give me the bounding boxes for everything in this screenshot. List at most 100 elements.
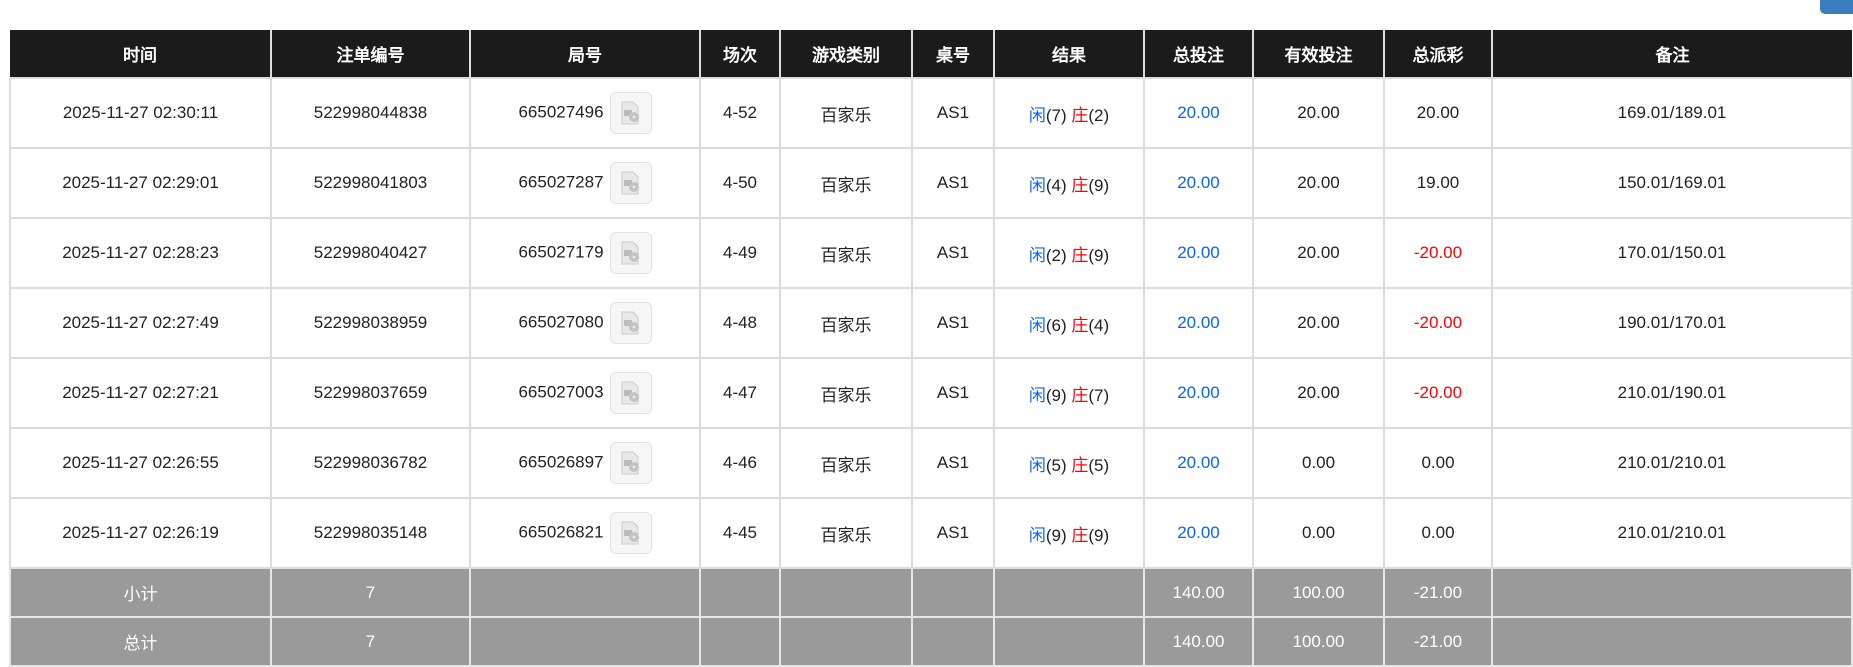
header-round[interactable]: 局号 <box>469 30 700 78</box>
empty-cell <box>699 616 781 667</box>
player-score: (4) <box>1045 175 1067 195</box>
total-row: 总计 7 140.00 100.00 -21.00 <box>9 616 1853 667</box>
total-bet-cell: 20.00 <box>1143 427 1254 499</box>
valid-bet-cell: 20.00 <box>1252 357 1385 429</box>
payout-cell: -20.00 <box>1383 217 1493 289</box>
table-row: 2025-11-27 02:27:49 522998038959 6650270… <box>9 287 1853 359</box>
valid-bet-cell: 20.00 <box>1252 287 1385 359</box>
result-cell: 闲(4) 庄(9) <box>993 147 1145 219</box>
header-time[interactable]: 时间 <box>10 30 271 78</box>
empty-cell <box>1491 616 1853 667</box>
top-right-button[interactable] <box>1820 0 1853 14</box>
game-type-cell: 百家乐 <box>779 217 913 289</box>
subtotal-valid-bet: 100.00 <box>1252 567 1385 618</box>
banker-score: (9) <box>1088 525 1110 545</box>
header-valid-bet[interactable]: 有效投注 <box>1252 30 1384 78</box>
round-number: 665027179 <box>518 242 604 262</box>
empty-cell <box>469 616 701 667</box>
round-cell: 665027179 <box>469 217 701 289</box>
round-number: 665027287 <box>518 172 604 192</box>
video-file-icon[interactable] <box>609 232 652 274</box>
valid-bet-cell: 0.00 <box>1252 427 1385 499</box>
note-cell: 210.01/190.01 <box>1491 357 1853 429</box>
table-row: 2025-11-27 02:30:11 522998044838 6650274… <box>9 77 1853 149</box>
header-note[interactable]: 备注 <box>1491 30 1852 78</box>
empty-cell <box>779 616 913 667</box>
header-payout[interactable]: 总派彩 <box>1383 30 1492 78</box>
round-cell: 665026821 <box>469 497 701 569</box>
bet-id-cell: 522998044838 <box>270 77 471 149</box>
shoe-cell: 4-45 <box>699 497 781 569</box>
header-total-bet[interactable]: 总投注 <box>1143 30 1253 78</box>
player-label: 闲 <box>1028 175 1046 195</box>
subtotal-label: 小计 <box>9 567 272 618</box>
table-no-cell: AS1 <box>911 497 995 569</box>
table-row: 2025-11-27 02:26:19 522998035148 6650268… <box>9 497 1853 569</box>
table-row: 2025-11-27 02:29:01 522998041803 6650272… <box>9 147 1853 219</box>
header-shoe[interactable]: 场次 <box>699 30 780 78</box>
total-bet-cell: 20.00 <box>1143 497 1254 569</box>
table-no-cell: AS1 <box>911 427 995 499</box>
round-number: 665027080 <box>518 312 604 332</box>
video-file-icon[interactable] <box>609 302 652 344</box>
banker-label: 庄 <box>1071 315 1089 335</box>
valid-bet-cell: 0.00 <box>1252 497 1385 569</box>
table-no-cell: AS1 <box>911 147 995 219</box>
video-file-icon[interactable] <box>609 372 652 414</box>
header-bet-id[interactable]: 注单编号 <box>270 30 470 78</box>
header-table-no[interactable]: 桌号 <box>911 30 994 78</box>
player-label: 闲 <box>1028 525 1046 545</box>
shoe-cell: 4-52 <box>699 77 781 149</box>
game-type-cell: 百家乐 <box>779 357 913 429</box>
result-cell: 闲(9) 庄(7) <box>993 357 1145 429</box>
video-file-icon[interactable] <box>609 92 652 134</box>
game-type-cell: 百家乐 <box>779 287 913 359</box>
round-cell: 665027003 <box>469 357 701 429</box>
total-bet-cell: 20.00 <box>1143 77 1254 149</box>
video-file-icon[interactable] <box>609 442 652 484</box>
header-game-type[interactable]: 游戏类别 <box>779 30 912 78</box>
time-cell: 2025-11-27 02:27:49 <box>9 287 272 359</box>
result-cell: 闲(9) 庄(9) <box>993 497 1145 569</box>
shoe-cell: 4-47 <box>699 357 781 429</box>
player-label: 闲 <box>1028 245 1046 265</box>
payout-cell: 0.00 <box>1383 427 1493 499</box>
total-total-bet: 140.00 <box>1143 616 1254 667</box>
player-score: (9) <box>1045 385 1067 405</box>
player-label: 闲 <box>1028 385 1046 405</box>
banker-label: 庄 <box>1071 245 1089 265</box>
game-type-cell: 百家乐 <box>779 147 913 219</box>
empty-cell <box>993 567 1145 618</box>
header-result[interactable]: 结果 <box>993 30 1144 78</box>
result-cell: 闲(6) 庄(4) <box>993 287 1145 359</box>
table-header: 时间 注单编号 局号 场次 游戏类别 桌号 结果 总投注 有效投注 总派彩 备注 <box>10 30 1852 78</box>
empty-cell <box>1491 567 1853 618</box>
bet-id-cell: 522998035148 <box>270 497 471 569</box>
video-file-icon[interactable] <box>609 162 652 204</box>
note-cell: 190.01/170.01 <box>1491 287 1853 359</box>
video-file-icon[interactable] <box>609 512 652 554</box>
banker-label: 庄 <box>1071 385 1089 405</box>
player-label: 闲 <box>1028 105 1046 125</box>
banker-label: 庄 <box>1071 525 1089 545</box>
note-cell: 170.01/150.01 <box>1491 217 1853 289</box>
shoe-cell: 4-48 <box>699 287 781 359</box>
empty-cell <box>779 567 913 618</box>
result-cell: 闲(7) 庄(2) <box>993 77 1145 149</box>
banker-score: (9) <box>1088 175 1110 195</box>
player-score: (6) <box>1045 315 1067 335</box>
round-cell: 665026897 <box>469 427 701 499</box>
total-count: 7 <box>270 616 471 667</box>
empty-cell <box>699 567 781 618</box>
player-score: (2) <box>1045 245 1067 265</box>
time-cell: 2025-11-27 02:29:01 <box>9 147 272 219</box>
total-bet-cell: 20.00 <box>1143 287 1254 359</box>
round-number: 665026821 <box>518 522 604 542</box>
total-valid-bet: 100.00 <box>1252 616 1385 667</box>
banker-label: 庄 <box>1071 105 1089 125</box>
banker-label: 庄 <box>1071 175 1089 195</box>
round-number: 665027003 <box>518 382 604 402</box>
subtotal-payout: -21.00 <box>1383 567 1493 618</box>
subtotal-total-bet: 140.00 <box>1143 567 1254 618</box>
banker-score: (5) <box>1088 455 1110 475</box>
